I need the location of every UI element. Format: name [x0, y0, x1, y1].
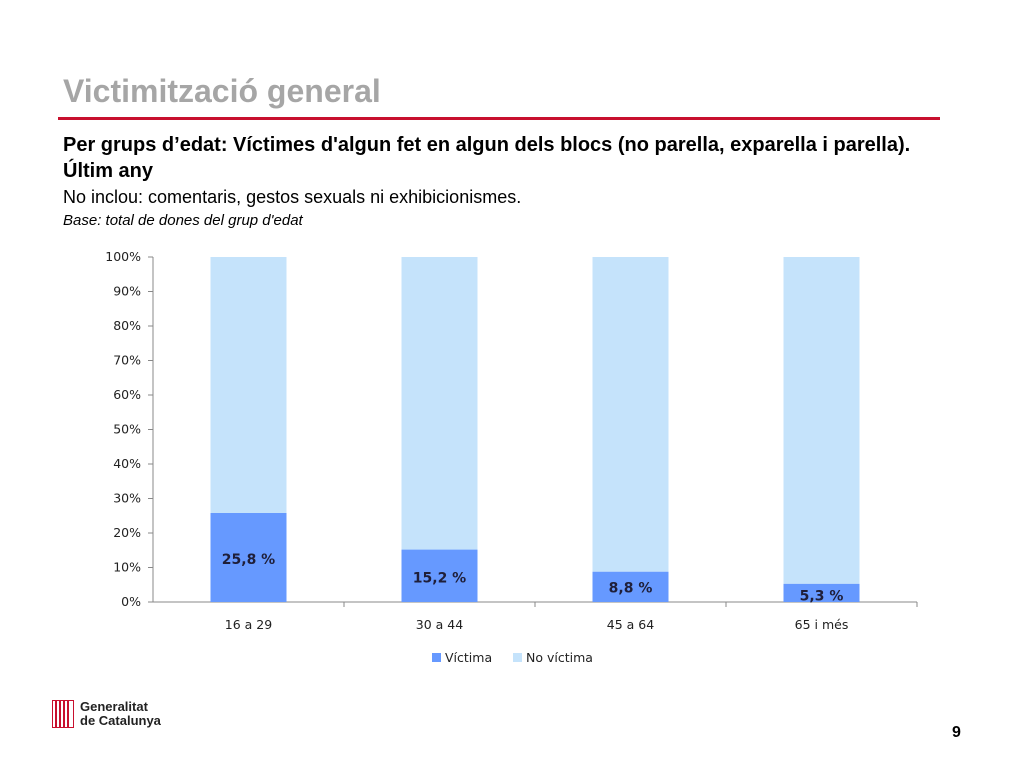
x-category-label: 45 a 64 — [607, 617, 654, 632]
y-tick-label: 40% — [113, 456, 141, 471]
data-label: 8,8 % — [609, 581, 653, 597]
bar-victima — [592, 571, 669, 602]
bar-victima — [783, 583, 860, 602]
bar-victima — [401, 549, 478, 602]
y-tick-label: 70% — [113, 353, 141, 368]
bar-victima — [210, 512, 287, 602]
y-tick-label: 0% — [121, 594, 141, 609]
y-tick-label: 20% — [113, 525, 141, 540]
data-label: 5,3 % — [800, 589, 844, 605]
bar-no-victima — [783, 257, 860, 584]
generalitat-logo: Generalitat de Catalunya — [52, 700, 161, 728]
y-tick-label: 10% — [113, 560, 141, 575]
y-tick-label: 30% — [113, 491, 141, 506]
data-label: 25,8 % — [222, 552, 275, 568]
data-label: 15,2 % — [413, 571, 466, 587]
bar-no-victima — [592, 257, 669, 572]
page-number: 9 — [952, 724, 961, 741]
y-tick-label: 90% — [113, 284, 141, 299]
legend-swatch-no-victima — [513, 653, 522, 662]
x-category-label: 16 a 29 — [225, 617, 272, 632]
bar-no-victima — [210, 257, 287, 513]
x-category-label: 30 a 44 — [416, 617, 463, 632]
y-tick-label: 60% — [113, 387, 141, 402]
y-tick-label: 100% — [105, 249, 141, 264]
exclusion-note: No inclou: comentaris, gestos sexuals ni… — [63, 187, 522, 207]
slide-title: Victimització general — [63, 73, 381, 109]
bar-no-victima — [401, 257, 478, 550]
legend-swatch-victima — [432, 653, 441, 662]
base-note: Base: total de dones del grup d'edat — [63, 212, 303, 229]
legend-label: Víctima — [445, 650, 492, 665]
logo-line-2: de Catalunya — [80, 713, 161, 728]
logo-text: Generalitat de Catalunya — [80, 700, 161, 728]
logo-line-1: Generalitat — [80, 699, 148, 714]
legend-label: No víctima — [526, 650, 593, 665]
x-category-label: 65 i més — [795, 617, 849, 632]
y-tick-label: 50% — [113, 422, 141, 437]
senyera-icon — [52, 700, 74, 728]
chart-subtitle: Per grups d’edat: Víctimes d'algun fet e… — [63, 134, 911, 182]
title-divider — [58, 117, 940, 120]
y-tick-label: 80% — [113, 318, 141, 333]
